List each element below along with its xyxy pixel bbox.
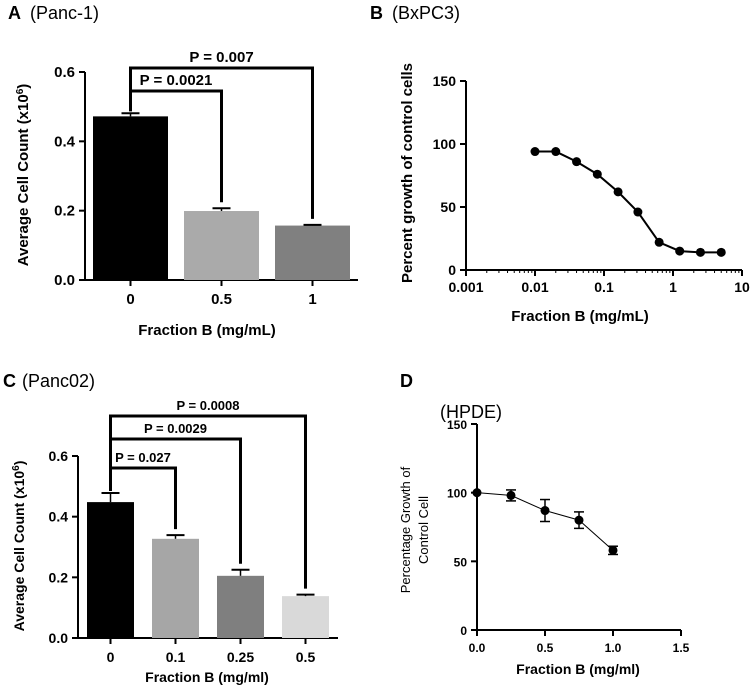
x-tick-label: 0.0: [469, 641, 486, 655]
y-tick-label: 0.4: [49, 509, 69, 525]
data-point: [472, 488, 482, 498]
panel-a-xlabel: Fraction B (mg/mL): [138, 322, 276, 339]
x-tick-label: 1: [669, 279, 677, 295]
bar: [152, 538, 199, 638]
y-tick-label: 0.2: [54, 203, 75, 220]
y-tick-label: 50: [454, 555, 468, 569]
bar: [275, 225, 350, 280]
x-tick-label: 1.0: [605, 641, 622, 655]
panel-b-ylabel: Percent growth of control cells: [399, 63, 416, 283]
panel-a-subtitle: (Panc-1): [30, 3, 99, 23]
panel-c-xlabel: Fraction B (mg/ml): [145, 669, 269, 685]
panel-a-letter: A: [8, 3, 21, 23]
panel-d-letter: D: [400, 371, 413, 391]
data-point: [654, 237, 664, 247]
x-tick-label: 0.5: [537, 641, 554, 655]
y-tick-label: 0: [448, 262, 456, 278]
data-point: [592, 169, 602, 179]
p-value-label: P = 0.007: [189, 49, 253, 66]
panel-d: D (HPDE) Percentage Growth of Control Ce…: [398, 371, 690, 677]
data-point: [574, 515, 584, 525]
panel-a-plot: 0.0 0.2 0.4 0.6 0 0.5 1 P = 0.0021 P = 0.007: [54, 49, 358, 308]
bar: [282, 596, 329, 638]
p-value-label: P = 0.027: [115, 450, 171, 465]
y-tick-label: 0.6: [49, 448, 69, 464]
x-tick-label: 10: [734, 279, 750, 295]
p-value-label: P = 0.0029: [144, 421, 207, 436]
data-point: [540, 506, 550, 516]
y-tick-label: 0.4: [54, 133, 76, 150]
y-tick-label: 0.2: [49, 569, 69, 585]
y-tick-label: 150: [433, 73, 457, 89]
panel-b-xlabel: Fraction B (mg/mL): [511, 308, 649, 325]
x-tick-label: 0.25: [227, 649, 254, 665]
x-tick-label: 0.001: [448, 279, 483, 295]
x-tick-label: 0.5: [296, 649, 316, 665]
x-tick-label: 0.5: [211, 291, 232, 308]
panel-b-subtitle: (BxPC3): [392, 3, 460, 23]
panel-c: C (Panc02) Average Cell Count (x106) Fra…: [3, 371, 338, 685]
panel-a: A (Panc-1) Average Cell Count (x106) Fra…: [8, 3, 358, 339]
bar: [87, 502, 134, 638]
panel-d-xlabel: Fraction B (mg/ml): [516, 661, 640, 677]
y-tick-label: 100: [447, 487, 467, 501]
panel-c-plot: 0.0 0.2 0.4 0.6 0 0.1 0.25 0.5 P = 0.027 P = 0.00…: [49, 398, 338, 665]
y-tick-label: 50: [440, 199, 456, 215]
y-tick-label: 0.0: [49, 630, 69, 646]
x-tick-label: 1: [308, 291, 316, 308]
panel-d-ylabel-line2: Control Cell: [416, 496, 431, 564]
x-tick-label: 0.1: [594, 279, 614, 295]
significance-bracket: [109, 414, 307, 589]
panel-d-subtitle: (HPDE): [440, 402, 502, 422]
data-point: [613, 187, 623, 197]
data-point: [633, 207, 643, 217]
panel-b-plot: 0 50 100 150 0.001 0.01 0.1 1 10: [433, 73, 750, 295]
data-point: [716, 247, 726, 257]
x-tick-label: 0.01: [521, 279, 548, 295]
panel-b-letter: B: [370, 3, 383, 23]
y-tick-label: 150: [447, 418, 467, 432]
x-tick-label: 0: [107, 649, 115, 665]
series-line: [535, 150, 722, 254]
data-point: [608, 545, 618, 555]
x-tick-label: 0: [126, 291, 134, 308]
panel-d-plot: 0 50 100 150 0.0 0.5 1.0 1.5: [447, 418, 690, 655]
x-tick-label: 0.1: [166, 649, 186, 665]
panel-c-subtitle: (Panc02): [22, 371, 95, 391]
data-point: [506, 490, 516, 500]
panel-b: B (BxPC3) Percent growth of control cell…: [370, 3, 750, 325]
bar: [217, 575, 264, 638]
p-value-label: P = 0.0021: [140, 72, 213, 89]
bar: [93, 116, 168, 280]
bar: [184, 211, 259, 280]
p-value-label: P = 0.0008: [176, 398, 239, 413]
x-tick-label: 1.5: [673, 641, 690, 655]
data-point: [551, 147, 561, 157]
y-tick-label: 0: [460, 624, 467, 638]
panel-c-ylabel: Average Cell Count (x106): [11, 461, 28, 632]
panel-c-letter: C: [3, 371, 16, 391]
significance-bracket: [129, 66, 314, 219]
data-point: [572, 157, 582, 167]
y-tick-label: 100: [433, 136, 457, 152]
panel-d-ylabel-line1: Percentage Growth of: [398, 466, 413, 593]
data-point: [675, 246, 685, 256]
data-point: [530, 147, 540, 157]
y-tick-label: 0.0: [54, 272, 75, 289]
data-point: [695, 247, 705, 257]
y-tick-label: 0.6: [54, 64, 75, 81]
panel-a-ylabel: Average Cell Count (x106): [15, 84, 33, 267]
